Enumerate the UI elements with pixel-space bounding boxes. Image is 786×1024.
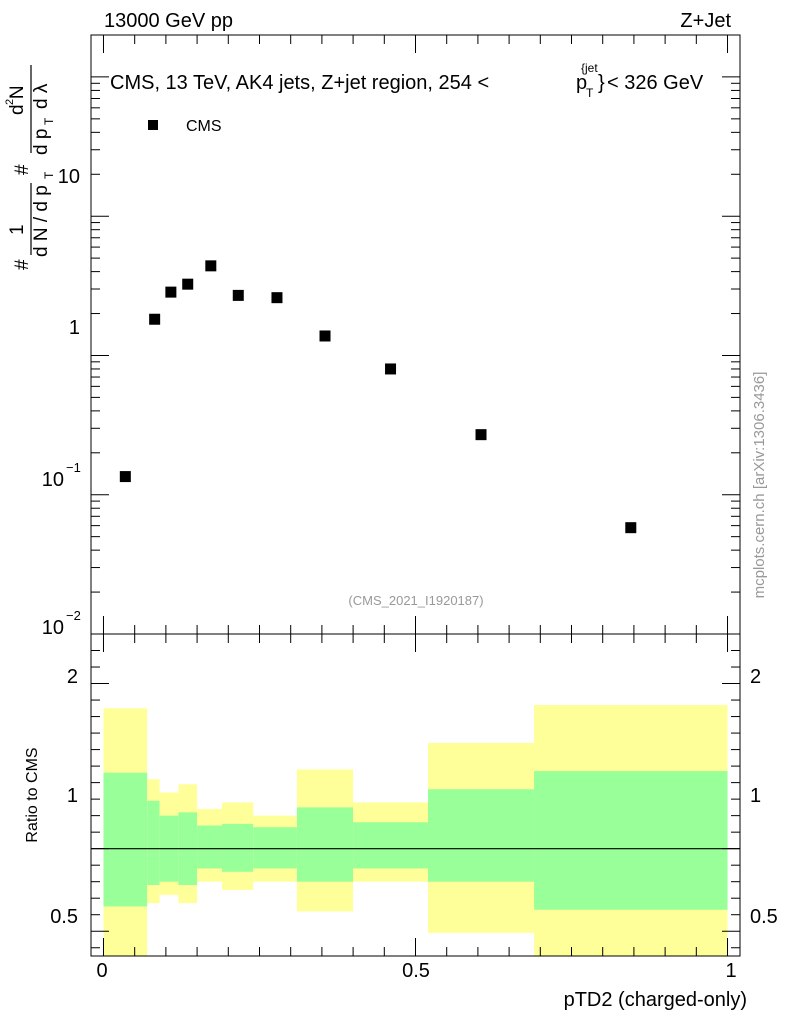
ytick-label-1: 1 [69,317,80,339]
green-band-bin [353,822,428,869]
green-band-bin [534,771,728,910]
header-right: Z+Jet [680,10,731,32]
xtick-label-0: 0 [96,960,107,982]
green-band-bin [103,772,148,907]
title-pt: p [576,72,587,94]
green-band-bin [147,800,160,885]
ylabel-t1: T [42,171,56,179]
ylabel-dlambda: d λ [31,83,52,109]
mcplots-side-label: mcplots.cern.ch [arXiv:1306.3436] [751,372,768,599]
ytick-exponent-0.1: −1 [66,460,81,475]
header-left: 13000 GeV pp [104,10,233,32]
ytick-exponent-0.01: −2 [66,608,81,623]
ylabel-sq: 2 [4,99,16,105]
green-band-bin [197,825,223,869]
ylabel-hash-mid: # [12,164,33,175]
data-point [182,278,194,290]
data-point [165,286,177,298]
xtick-label-0.5: 0.5 [402,960,430,982]
title-text: CMS, 13 TeV, AK4 jets, Z+jet region, 254… [110,72,489,94]
data-point [319,330,331,342]
data-point [205,260,217,272]
main-plot-panel: 10 1 10 −1 10 −2 CMS, 13 TeV, AK4 jets, … [4,34,741,639]
data-point [232,289,244,301]
data-point [149,313,161,325]
ytick-label-0.1: 10 [42,469,64,491]
data-point [475,429,487,441]
ratio-ytick-2-left: 2 [67,666,78,688]
ratio-y-axis-label: Ratio to CMS [24,747,41,842]
main-axis-ticks [91,34,740,635]
green-band-bin [427,789,535,882]
ratio-ytick-1-right: 1 [750,785,761,807]
ylabel-t2: T [42,117,56,125]
title-brace: } [598,72,605,94]
title-pt-sup: {jet [581,61,598,75]
green-band-bin [253,827,297,869]
main-y-axis-label: # 1 d N / d p T # d N 2 d p T d λ [4,65,56,270]
ytick-label-10: 10 [58,166,80,188]
ratio-ytick-2-right: 2 [750,666,761,688]
ylabel-hash-left: # [12,259,33,270]
analysis-reference: (CMS_2021_I1920187) [348,593,483,608]
data-points [119,260,637,534]
data-point [385,363,397,375]
main-y-tick-labels: 10 1 10 −1 10 −2 [42,166,81,639]
green-band-bin [222,823,254,872]
data-point [271,292,283,304]
title-pt-sub: T [586,86,594,100]
ylabel-one: 1 [7,224,28,235]
green-band-bin [296,807,354,882]
uncertainty-bands [103,705,728,956]
ylabel-d2n: d N [7,85,28,115]
ratio-y-tick-labels: 2 1 0.5 2 1 0.5 [50,666,778,928]
ytick-label-0.01: 10 [42,617,64,639]
data-point [119,471,131,483]
ratio-ytick-1-left: 1 [67,785,78,807]
title-suffix: < 326 GeV [607,72,704,94]
ratio-ytick-0.5-right: 0.5 [750,906,778,928]
ylabel-dpt-dlambda: d p [31,129,52,155]
ratio-x-tick-labels: 0 0.5 1 [96,960,736,982]
legend-marker [148,120,158,130]
x-axis-label: pTD2 (charged-only) [564,989,747,1011]
ratio-plot-panel: 2 1 0.5 2 1 0.5 0 0.5 1 pTD2 (charged-on… [24,633,778,1011]
ratio-axis-ticks [91,634,740,956]
plot-title: CMS, 13 TeV, AK4 jets, Z+jet region, 254… [110,61,704,100]
xtick-label-1: 1 [725,960,736,982]
ylabel-dn-dpt: d N / d p [31,185,52,257]
legend-label: CMS [186,118,222,135]
ratio-ytick-0.5-left: 0.5 [50,906,78,928]
data-point [625,522,637,534]
